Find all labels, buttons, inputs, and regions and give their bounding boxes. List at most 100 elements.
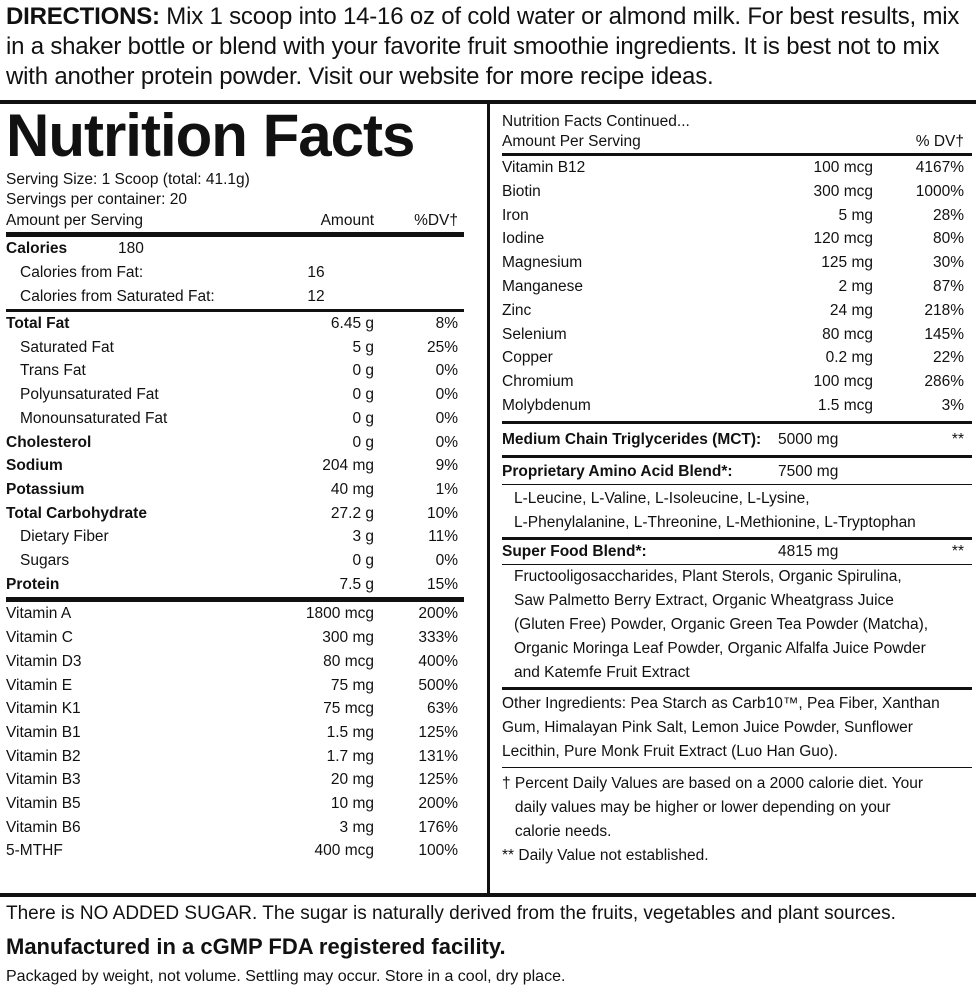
bottom-rule: [0, 893, 976, 897]
superfood-line: (Gluten Free) Powder, Organic Green Tea …: [514, 615, 929, 633]
mineral-dv: 80%: [932, 230, 964, 248]
nutrient-name: Protein: [6, 575, 60, 593]
vitamin-amount: 80 mcg: [323, 652, 374, 670]
amino-blend-label: Proprietary Amino Acid Blend*:: [502, 462, 733, 480]
vitamin-amount: 1800 mcg: [305, 605, 374, 623]
nutrient-row: Cholesterol 0 g 0%: [6, 431, 464, 455]
superfood-blend-dv: **: [951, 542, 964, 560]
section-rule: [502, 153, 972, 156]
nutrient-dv: 25%: [426, 338, 458, 356]
section-rule: [6, 232, 464, 237]
mineral-row: Zinc 24 mg 218%: [502, 299, 972, 323]
vitamin-row: Vitamin B3 20 mg 125%: [6, 768, 464, 792]
nutrient-row: Total Fat 6.45 g 8%: [6, 312, 464, 336]
vitamin-row: Vitamin B6 3 mg 176%: [6, 816, 464, 840]
mct-label: Medium Chain Triglycerides (MCT):: [502, 430, 762, 448]
mineral-dv: 218%: [924, 301, 964, 319]
mineral-dv: 4167%: [915, 159, 964, 176]
mineral-amount: 300 mcg: [813, 182, 873, 200]
nutrient-dv: 9%: [435, 457, 458, 475]
nutrient-row: Monounsaturated Fat 0 g 0%: [6, 407, 464, 431]
mineral-name: Manganese: [502, 277, 584, 295]
calories-sat-value: 12: [307, 288, 325, 305]
mineral-dv: 28%: [932, 206, 964, 224]
mineral-name: Molybdenum: [502, 396, 591, 414]
vitamin-amount: 3 mg: [339, 818, 374, 836]
nutrient-amount: 0 g: [352, 552, 374, 570]
mineral-row: Iodine 120 mcg 80%: [502, 227, 972, 251]
vitamin-row: Vitamin E 75 mg 500%: [6, 674, 464, 698]
storage-note: Packaged by weight, not volume. Settling…: [6, 968, 566, 985]
mineral-dv: 30%: [932, 254, 964, 272]
calories-value: 180: [118, 240, 144, 257]
nutrient-amount: 27.2 g: [330, 504, 374, 522]
mineral-amount: 100 mcg: [813, 373, 873, 391]
vitamin-row: Vitamin D3 80 mcg 400%: [6, 650, 464, 674]
vitamin-dv: 125%: [418, 771, 458, 789]
nutrient-dv: 0%: [435, 552, 458, 570]
section-rule: [502, 483, 972, 485]
nutrient-name: Monounsaturated Fat: [20, 409, 168, 427]
amino-blend-row: Proprietary Amino Acid Blend*: 7500 mg: [502, 460, 972, 484]
mineral-row: Copper 0.2 mg 22%: [502, 346, 972, 370]
mineral-name: Selenium: [502, 325, 567, 343]
nutrient-row: Sugars 0 g 0%: [6, 549, 464, 573]
nutrient-name: Total Carbohydrate: [6, 504, 147, 522]
nutrient-amount: 40 mg: [330, 480, 374, 498]
continued-label: Nutrition Facts Continued...: [502, 113, 690, 130]
vitamin-name: Vitamin B3: [6, 771, 81, 789]
mineral-dv: 145%: [924, 325, 964, 343]
nutrient-dv: 0%: [435, 362, 458, 380]
vitamin-name: 5-MTHF: [6, 842, 63, 860]
vitamin-dv: 333%: [418, 629, 458, 647]
section-rule: [502, 454, 972, 458]
vitamin-dv: 200%: [418, 605, 458, 623]
footnotes: † Percent Daily Values are based on a 20…: [502, 772, 972, 868]
nutrient-name: Potassium: [6, 480, 85, 498]
vitamin-row: Vitamin C 300 mg 333%: [6, 626, 464, 650]
vitamin-name: Vitamin B2: [6, 747, 81, 765]
mineral-row: Manganese 2 mg 87%: [502, 275, 972, 299]
nutrient-row: Potassium 40 mg 1%: [6, 478, 464, 502]
facility-statement: Manufactured in a cGMP FDA registered fa…: [6, 934, 506, 959]
calories-sat-row: Calories from Saturated Fat: 12: [6, 285, 464, 309]
directions-label: DIRECTIONS:: [6, 3, 160, 30]
mineral-dv: 22%: [932, 349, 964, 367]
mineral-name: Magnesium: [502, 254, 583, 272]
vitamin-name: Vitamin C: [6, 629, 73, 647]
section-rule: [502, 420, 972, 424]
nutrient-dv: 10%: [426, 504, 458, 522]
nutrition-facts-continued-panel: Nutrition Facts Continued... Amount Per …: [502, 112, 972, 868]
minerals-list: Vitamin B12 100 mcg 4167% Biotin 300 mcg 1000…: [502, 156, 972, 418]
mineral-row: Magnesium 125 mg 30%: [502, 251, 972, 275]
vitamin-row: Vitamin K1 75 mcg 63%: [6, 697, 464, 721]
vitamin-amount: 10 mg: [330, 795, 374, 813]
dv-col-header: %DV†: [414, 212, 458, 229]
vitamin-row: Vitamin B2 1.7 mg 131%: [6, 745, 464, 769]
vitamin-name: Vitamin A: [6, 605, 72, 623]
nutrient-dv: 8%: [435, 315, 458, 332]
nutrient-name: Trans Fat: [20, 362, 86, 380]
mineral-amount: 0.2 mg: [825, 349, 873, 367]
mineral-name: Copper: [502, 349, 553, 367]
serving-size: Serving Size: 1 Scoop (total: 41.1g): [6, 171, 250, 188]
footnote-line: ** Daily Value not established.: [502, 846, 709, 864]
superfood-blend-amount: 4815 mg: [778, 542, 839, 560]
vitamin-amount: 75 mcg: [323, 700, 374, 718]
nutrient-dv: 1%: [435, 480, 458, 498]
dv-col-header-right: % DV†: [915, 133, 964, 150]
other-ingredients-line: Other Ingredients: Pea Starch as Carb10™…: [502, 694, 940, 712]
nutrient-name: Total Fat: [6, 315, 70, 332]
other-ingredients-line: Lecithin, Pure Monk Fruit Extract (Luo H…: [502, 742, 838, 760]
vitamin-row: Vitamin B1 1.5 mg 125%: [6, 721, 464, 745]
vitamin-dv: 100%: [418, 842, 458, 860]
vitamin-amount: 1.7 mg: [326, 747, 374, 765]
calories-sat-label: Calories from Saturated Fat:: [20, 288, 215, 305]
amount-per-serving-label-right: Amount Per Serving: [502, 133, 641, 150]
mineral-row: Iron 5 mg 28%: [502, 204, 972, 228]
superfood-line: Fructooligosaccharides, Plant Sterols, O…: [514, 567, 902, 585]
mineral-row: Molybdenum 1.5 mcg 3%: [502, 394, 972, 418]
mineral-dv: 3%: [941, 396, 964, 414]
calories-label: Calories: [6, 240, 68, 257]
nutrient-dv: 11%: [428, 528, 458, 546]
